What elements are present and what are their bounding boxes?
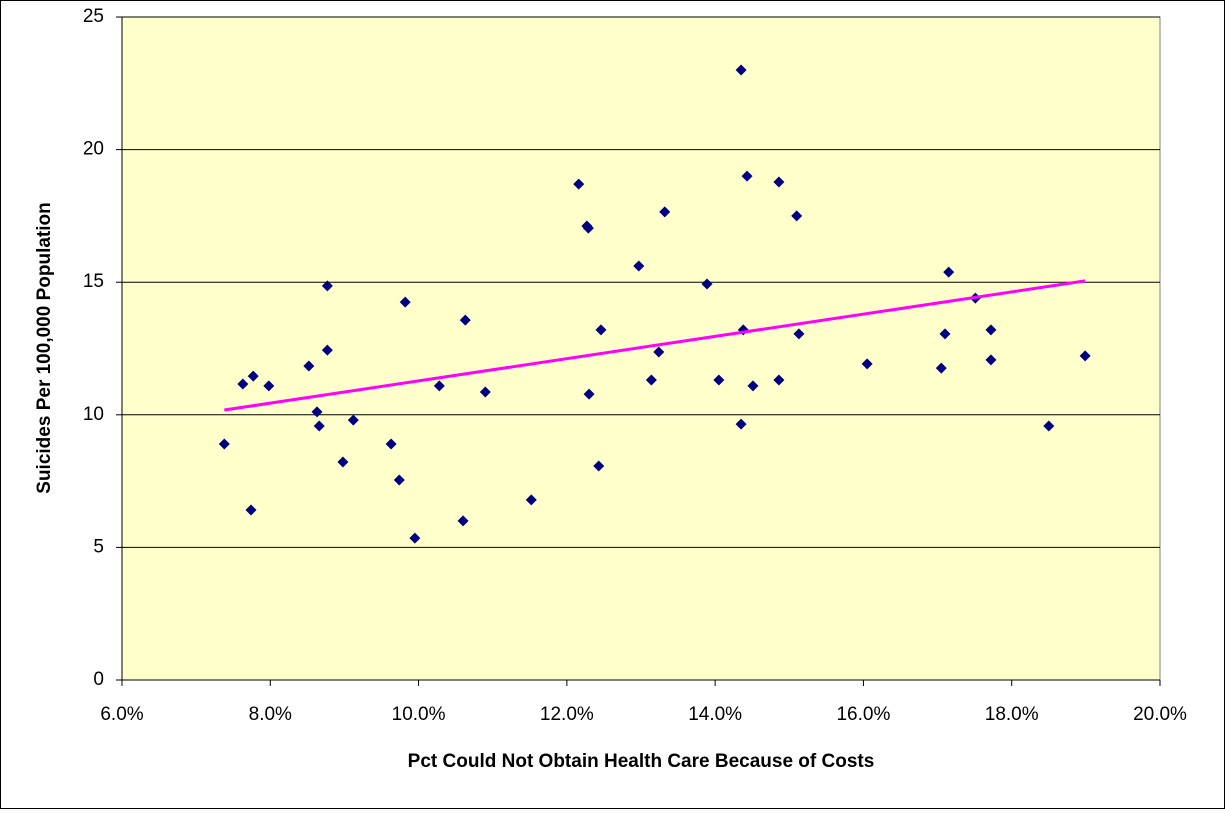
point <box>582 222 594 234</box>
point <box>583 388 595 400</box>
point <box>653 346 665 358</box>
point <box>633 260 645 272</box>
point <box>247 370 259 382</box>
point <box>741 170 753 182</box>
point <box>747 380 759 392</box>
x-tick-label: 20.0% <box>1133 704 1187 725</box>
point <box>943 266 955 278</box>
point <box>735 64 747 76</box>
y-tick-label: 15 <box>83 271 104 292</box>
point <box>593 460 605 472</box>
point <box>303 360 315 372</box>
y-tick-label: 20 <box>83 139 104 160</box>
point <box>791 210 803 222</box>
point <box>409 532 421 544</box>
x-tick-label: 14.0% <box>688 704 742 725</box>
point <box>321 344 333 356</box>
x-tick-label: 6.0% <box>100 704 143 725</box>
y-axis-title: Suicides Per 100,000 Population <box>34 202 55 493</box>
point <box>459 314 471 326</box>
point <box>1079 350 1091 362</box>
point <box>985 354 997 366</box>
point <box>237 378 249 390</box>
point <box>773 374 785 386</box>
point <box>313 420 325 432</box>
point <box>935 362 947 374</box>
point <box>337 456 349 468</box>
point <box>985 324 997 336</box>
point <box>479 386 491 398</box>
y-tick-label: 25 <box>83 6 104 27</box>
point <box>793 328 805 340</box>
trendline <box>224 279 1086 412</box>
x-tick-label: 8.0% <box>249 704 292 725</box>
point <box>218 438 230 450</box>
x-tick-label: 12.0% <box>540 704 594 725</box>
point <box>311 406 323 418</box>
point <box>595 324 607 336</box>
x-tick-label: 18.0% <box>985 704 1039 725</box>
x-axis-title: Pct Could Not Obtain Health Care Because… <box>408 751 875 772</box>
point <box>659 206 671 218</box>
point <box>645 374 657 386</box>
point <box>713 374 725 386</box>
x-tick-label: 16.0% <box>836 704 890 725</box>
point <box>861 358 873 370</box>
point <box>573 178 585 190</box>
y-tick-label: 5 <box>93 536 104 557</box>
point <box>393 474 405 486</box>
point <box>939 328 951 340</box>
point <box>399 296 411 308</box>
point <box>1043 420 1055 432</box>
point <box>263 380 275 392</box>
x-tick-label: 10.0% <box>392 704 446 725</box>
y-tick-label: 10 <box>83 404 104 425</box>
point <box>701 278 713 290</box>
point <box>347 414 359 426</box>
point <box>245 504 257 516</box>
point <box>433 380 445 392</box>
point <box>735 418 747 430</box>
point <box>525 494 537 506</box>
point <box>457 515 469 527</box>
point <box>773 176 785 188</box>
point <box>321 280 333 292</box>
point <box>385 438 397 450</box>
y-tick-label: 0 <box>93 669 104 690</box>
